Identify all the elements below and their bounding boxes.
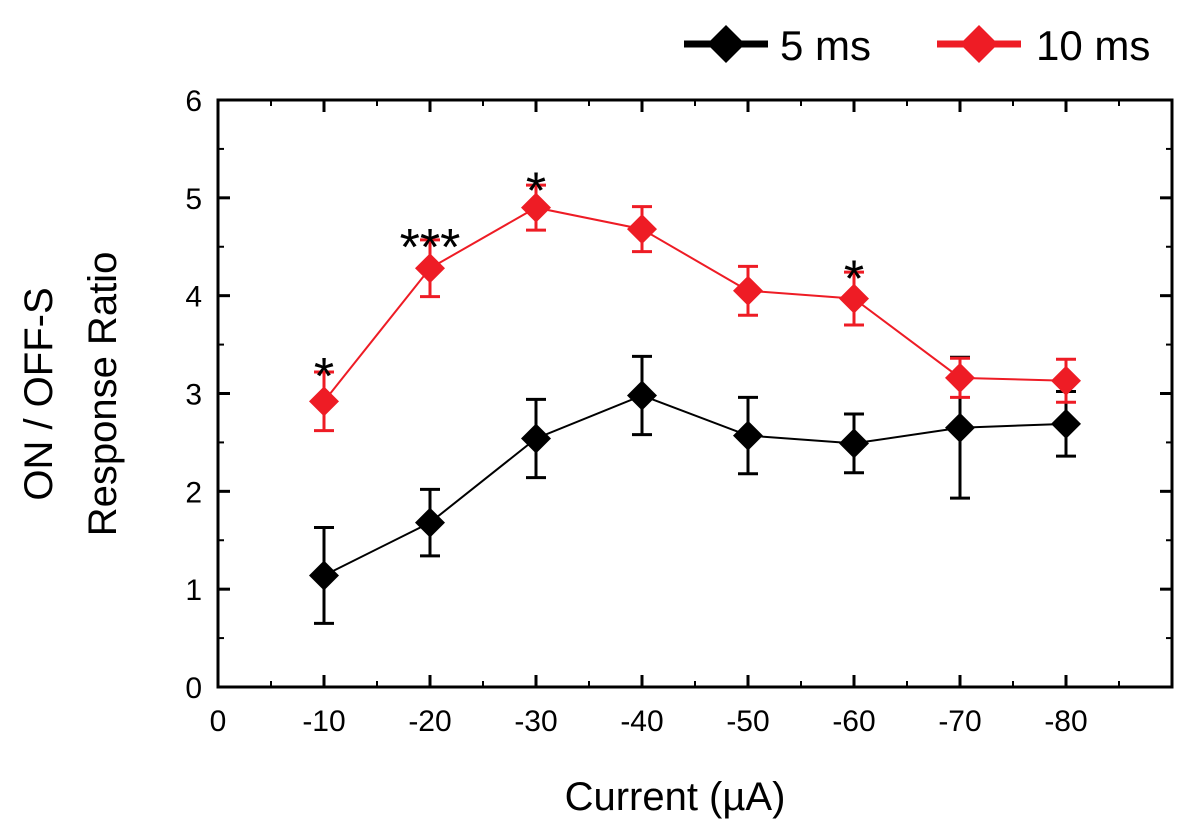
- x-tick-label: -50: [726, 705, 769, 738]
- series-line-5-ms: [323, 394, 1067, 577]
- x-tick-label: -70: [938, 705, 981, 738]
- series-layer: [309, 183, 1081, 625]
- data-point: [309, 386, 339, 417]
- x-tick-label: -10: [302, 705, 345, 738]
- x-tick-label: -20: [408, 705, 451, 738]
- x-tick-label: 0: [210, 705, 227, 738]
- y-tick-label: 6: [185, 85, 202, 118]
- legend-entry-5-ms: 5 ms: [684, 22, 871, 69]
- legend-marker-5-ms: [707, 25, 745, 63]
- x-axis: 0 -10 -20 -30 -40 -50 -60 -70 -80: [210, 100, 1120, 738]
- data-point: [415, 507, 445, 538]
- legend-label-10-ms: 10 ms: [1036, 22, 1150, 69]
- significance-marker: ***: [400, 219, 461, 277]
- y-tick-label: 2: [185, 476, 202, 509]
- x-tick-label: -40: [620, 705, 663, 738]
- data-point: [733, 275, 763, 306]
- y-tick-label: 0: [185, 672, 202, 705]
- x-tick-label: -30: [514, 705, 557, 738]
- y-tick-label: 5: [185, 183, 202, 216]
- x-axis-title: Current (µA): [565, 775, 786, 819]
- data-point: [839, 428, 869, 459]
- legend: 5 ms 10 ms: [684, 22, 1150, 69]
- series-10-ms: [309, 183, 1081, 433]
- data-point: [945, 362, 975, 393]
- data-point: [627, 380, 657, 411]
- legend-entry-10-ms: 10 ms: [937, 22, 1150, 69]
- data-point: [521, 192, 551, 223]
- plot-border: [216, 98, 1174, 689]
- data-point: [627, 214, 657, 245]
- y-tick-label: 3: [185, 379, 202, 412]
- y-tick-label: 1: [185, 574, 202, 607]
- data-point: [839, 283, 869, 314]
- series-line-10-ms: [323, 206, 1067, 402]
- y-axis: 0 1 2 3 4 5 6: [185, 85, 1172, 705]
- data-point: [945, 412, 975, 443]
- data-point: [521, 423, 551, 454]
- y-axis-title-line2: Response Ratio: [81, 252, 125, 537]
- significance-marker: *: [844, 250, 864, 308]
- plot-area: [216, 98, 1174, 689]
- data-point: [1051, 365, 1081, 396]
- data-point: [733, 420, 763, 451]
- data-point: [1051, 408, 1081, 439]
- y-axis-title-line1: ON / OFF-S: [17, 287, 61, 500]
- significance-marker: *: [314, 348, 334, 406]
- significance-marker: *: [526, 162, 546, 220]
- significance-annotations: ******: [314, 162, 864, 406]
- data-point: [309, 560, 339, 591]
- y-tick-label: 4: [185, 281, 202, 314]
- x-tick-label: -60: [832, 705, 875, 738]
- axis-titles: Current (µA) ON / OFF-S Response Ratio: [17, 252, 785, 819]
- data-point: [415, 253, 445, 284]
- legend-marker-10-ms: [960, 25, 998, 63]
- legend-label-5-ms: 5 ms: [780, 22, 871, 69]
- x-tick-label: -80: [1044, 705, 1087, 738]
